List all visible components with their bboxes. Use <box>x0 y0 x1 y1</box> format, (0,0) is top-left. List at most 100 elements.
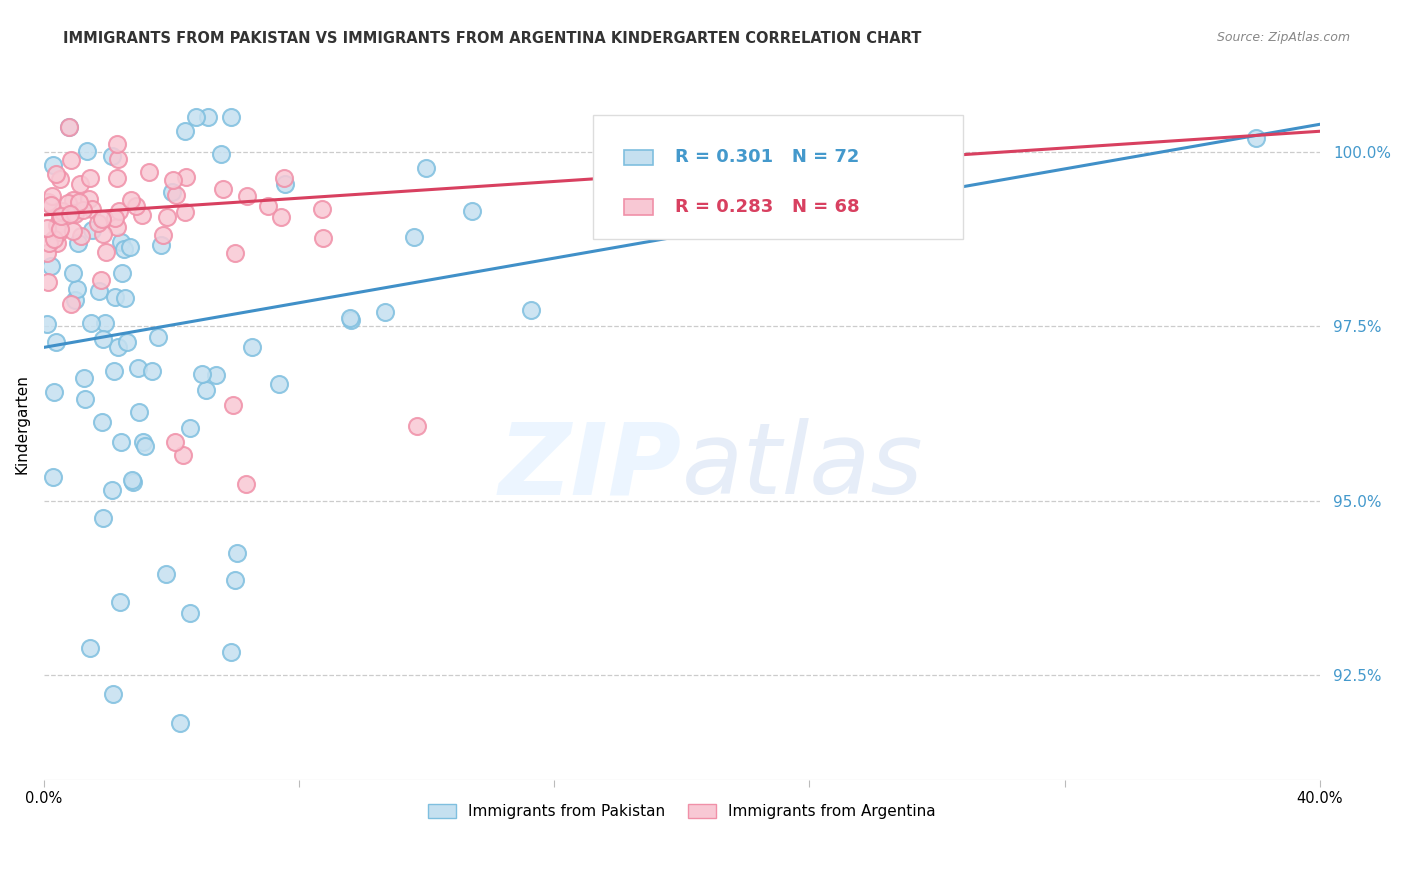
Point <box>273 178 295 192</box>
Point <box>51 203 73 218</box>
Point <box>195 384 218 398</box>
Text: IMMIGRANTS FROM PAKISTAN VS IMMIGRANTS FROM ARGENTINA KINDERGARTEN CORRELATION C: IMMIGRANTS FROM PAKISTAN VS IMMIGRANTS F… <box>63 31 922 46</box>
Point <box>339 313 361 327</box>
Point <box>60 153 83 167</box>
Point <box>77 193 100 207</box>
Point <box>62 225 84 239</box>
Point <box>45 167 67 181</box>
Point <box>134 438 156 452</box>
Point <box>374 305 396 319</box>
Point <box>235 476 257 491</box>
Point <box>59 207 82 221</box>
Point <box>273 170 295 185</box>
Point <box>82 202 104 216</box>
Point <box>107 152 129 166</box>
Point <box>212 182 235 196</box>
Point <box>173 205 195 219</box>
Point <box>149 237 172 252</box>
Point <box>165 435 187 450</box>
Point <box>101 149 124 163</box>
Point <box>174 124 197 138</box>
Point <box>240 339 263 353</box>
Point <box>179 606 201 620</box>
Point <box>46 236 69 251</box>
Point <box>219 111 242 125</box>
Point <box>110 235 132 249</box>
Point <box>209 146 232 161</box>
Point <box>75 392 97 407</box>
Point <box>221 645 243 659</box>
Point <box>49 210 72 224</box>
Point <box>69 177 91 191</box>
Legend: Immigrants from Pakistan, Immigrants from Argentina: Immigrants from Pakistan, Immigrants fro… <box>422 797 942 825</box>
Point <box>94 316 117 330</box>
Point <box>105 137 128 152</box>
Point <box>62 267 84 281</box>
Point <box>121 475 143 489</box>
Point <box>65 207 87 221</box>
Point <box>520 303 543 318</box>
Point <box>224 574 246 588</box>
Point <box>190 367 212 381</box>
Point <box>339 311 361 326</box>
Text: atlas: atlas <box>682 418 924 516</box>
Point <box>48 225 70 239</box>
Point <box>270 210 292 224</box>
Point <box>62 206 84 220</box>
Point <box>103 687 125 701</box>
Point <box>35 221 58 235</box>
Point <box>89 284 111 298</box>
Point <box>224 246 246 260</box>
Bar <box>624 199 652 215</box>
Point <box>125 198 148 212</box>
Point <box>105 219 128 234</box>
Point <box>148 330 170 344</box>
Point <box>91 212 114 227</box>
Point <box>41 158 63 172</box>
Point <box>105 170 128 185</box>
Point <box>41 189 63 203</box>
Point <box>311 202 333 216</box>
Text: R = 0.301   N = 72: R = 0.301 N = 72 <box>675 148 860 167</box>
Point <box>460 204 482 219</box>
Point <box>108 204 131 219</box>
Point <box>46 218 69 232</box>
Point <box>56 196 79 211</box>
Point <box>67 236 90 251</box>
Point <box>108 594 131 608</box>
Point <box>120 193 142 207</box>
Point <box>96 244 118 259</box>
Point <box>184 111 207 125</box>
Point <box>152 228 174 243</box>
Point <box>73 371 96 385</box>
Point <box>112 242 135 256</box>
FancyBboxPatch shape <box>592 115 963 239</box>
Point <box>104 211 127 225</box>
Point <box>91 227 114 241</box>
Point <box>127 361 149 376</box>
Point <box>79 171 101 186</box>
Point <box>67 195 90 210</box>
Point <box>131 208 153 222</box>
Point <box>162 173 184 187</box>
Text: ZIP: ZIP <box>499 418 682 516</box>
Point <box>226 546 249 560</box>
Point <box>39 259 62 273</box>
Point <box>222 398 245 412</box>
Point <box>90 273 112 287</box>
Point <box>103 364 125 378</box>
Point <box>128 405 150 419</box>
Point <box>415 161 437 176</box>
Point <box>35 317 58 331</box>
Point <box>80 223 103 237</box>
Point <box>91 511 114 525</box>
Point <box>162 186 184 200</box>
Point <box>114 291 136 305</box>
Point <box>70 229 93 244</box>
Y-axis label: Kindergarten: Kindergarten <box>15 374 30 474</box>
Point <box>169 715 191 730</box>
Point <box>58 120 80 135</box>
Point <box>38 196 60 211</box>
Point <box>406 419 429 434</box>
Point <box>179 421 201 435</box>
